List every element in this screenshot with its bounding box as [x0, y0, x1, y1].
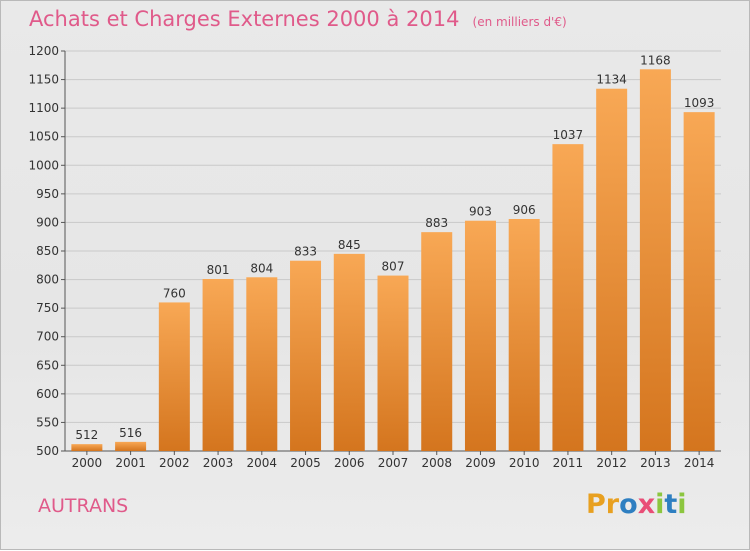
value-label-2011: 1037 [553, 128, 584, 142]
y-tick-label: 1000 [28, 158, 59, 172]
y-tick-label: 1150 [28, 73, 59, 87]
logo-letter: o [619, 489, 638, 520]
y-tick-label: 550 [36, 415, 59, 429]
proxiti-logo: Proxiti [586, 489, 687, 520]
bar-2014 [683, 112, 715, 452]
x-tick-label-2014: 2014 [684, 456, 715, 470]
value-label-2008: 883 [425, 216, 448, 230]
x-tick-label-2008: 2008 [421, 456, 452, 470]
value-label-2001: 516 [119, 426, 142, 440]
x-tick-label-2001: 2001 [115, 456, 146, 470]
x-tick-label-2004: 2004 [247, 456, 278, 470]
y-tick-label: 850 [36, 244, 59, 258]
chart-title: Achats et Charges Externes 2000 à 2014 [29, 7, 460, 31]
value-label-2004: 804 [250, 261, 273, 275]
x-tick-label-2011: 2011 [553, 456, 584, 470]
x-tick-label-2000: 2000 [72, 456, 103, 470]
x-tick-label-2002: 2002 [159, 456, 190, 470]
bar-2004 [246, 277, 278, 451]
y-tick-label: 950 [36, 187, 59, 201]
value-label-2014: 1093 [684, 96, 715, 110]
bar-2013 [639, 69, 671, 452]
bar-2012 [596, 88, 628, 451]
unit-note: (en milliers d'€) [472, 15, 567, 29]
bar-2003 [202, 279, 234, 451]
bars [71, 69, 715, 452]
bar-2005 [290, 260, 322, 451]
value-label-2009: 903 [469, 205, 492, 219]
x-tick-label-2013: 2013 [640, 456, 671, 470]
value-label-2002: 760 [163, 286, 186, 300]
bar-2001 [115, 441, 147, 451]
y-tick-label: 1050 [28, 130, 59, 144]
bar-2006 [333, 253, 365, 451]
logo-letter: i [677, 489, 687, 520]
x-tick-label-2012: 2012 [596, 456, 627, 470]
y-tick-label: 1100 [28, 101, 59, 115]
y-tick-label: 600 [36, 387, 59, 401]
logo-letter: t [664, 489, 678, 520]
y-tick-label: 500 [36, 444, 59, 458]
value-label-2010: 906 [513, 203, 536, 217]
bar-2009 [464, 220, 496, 451]
value-label-2007: 807 [382, 260, 405, 274]
bar-2011 [552, 144, 584, 451]
x-tick-label-2007: 2007 [378, 456, 409, 470]
value-label-2005: 833 [294, 245, 317, 259]
value-labels: 512 516 760 801 804 833 845 807 883 903 906 1037 113… [75, 53, 714, 442]
x-tick-label-2005: 2005 [290, 456, 321, 470]
x-tick-label-2010: 2010 [509, 456, 540, 470]
y-tick-labels: 500 550 600 650 700 750 800 850 900 950 1000 1050 11… [28, 44, 59, 458]
logo-letter: r [605, 489, 620, 520]
bar-2008 [421, 232, 453, 451]
value-label-2000: 512 [75, 428, 98, 442]
y-tick-label: 900 [36, 215, 59, 229]
bar-2010 [508, 219, 540, 451]
x-tick-label-2003: 2003 [203, 456, 234, 470]
y-tick-label: 1200 [28, 44, 59, 58]
y-tick-label: 700 [36, 330, 59, 344]
chart-title-block: Achats et Charges Externes 2000 à 2014 (… [29, 7, 567, 31]
y-tick-label: 750 [36, 301, 59, 315]
x-tick-labels: 2000 2001 2002 2003 2004 2005 2006 2007 2008 2009… [72, 451, 715, 470]
bar-2007 [377, 275, 409, 451]
logo-letter: i [655, 489, 665, 520]
value-label-2013: 1168 [640, 53, 671, 67]
y-tick-label: 650 [36, 358, 59, 372]
x-tick-label-2006: 2006 [334, 456, 365, 470]
bar-2000 [71, 444, 103, 451]
value-label-2012: 1134 [596, 73, 627, 87]
value-label-2006: 845 [338, 238, 361, 252]
value-label-2003: 801 [207, 263, 230, 277]
logo-letter: P [586, 489, 606, 520]
commune-name: AUTRANS [38, 495, 129, 517]
logo-letter: x [637, 489, 656, 520]
y-tick-label: 800 [36, 273, 59, 287]
bar-2002 [158, 302, 190, 451]
x-tick-label-2009: 2009 [465, 456, 496, 470]
